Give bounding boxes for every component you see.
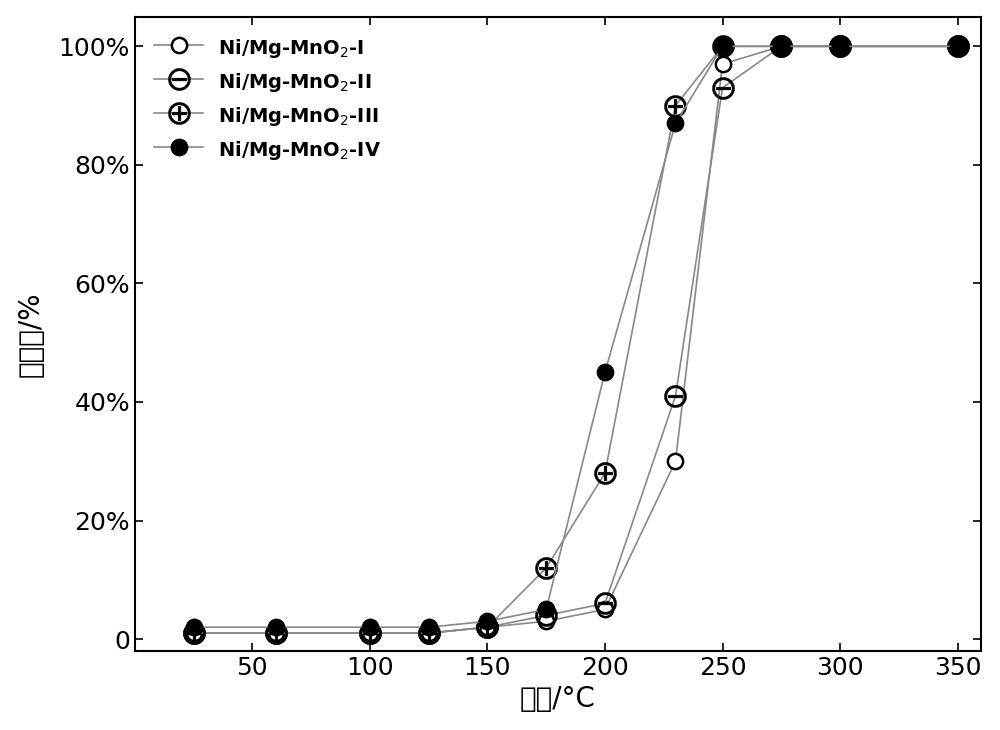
- Ni/Mg-MnO$_2$-II: [669, 392, 681, 401]
- Ni/Mg-MnO$_2$-IV: [188, 623, 200, 631]
- Line: Ni/Mg-MnO$_2$-III: Ni/Mg-MnO$_2$-III: [182, 35, 969, 645]
- Y-axis label: 转化率/%: 转化率/%: [17, 291, 45, 377]
- Ni/Mg-MnO$_2$-IV: [270, 623, 282, 631]
- Ni/Mg-MnO$_2$-I: [599, 605, 611, 614]
- Ni/Mg-MnO$_2$-III: [952, 42, 964, 50]
- Ni/Mg-MnO$_2$-IV: [775, 42, 787, 50]
- Ni/Mg-MnO$_2$-IV: [423, 623, 435, 631]
- Ni/Mg-MnO$_2$-I: [188, 629, 200, 637]
- Ni/Mg-MnO$_2$-III: [481, 623, 493, 631]
- Ni/Mg-MnO$_2$-IV: [481, 617, 493, 626]
- Ni/Mg-MnO$_2$-III: [188, 629, 200, 637]
- Ni/Mg-MnO$_2$-II: [717, 83, 729, 92]
- Line: Ni/Mg-MnO$_2$-I: Ni/Mg-MnO$_2$-I: [186, 39, 965, 641]
- X-axis label: 温度/°C: 温度/°C: [520, 685, 596, 713]
- Ni/Mg-MnO$_2$-III: [423, 629, 435, 637]
- Ni/Mg-MnO$_2$-III: [775, 42, 787, 50]
- Ni/Mg-MnO$_2$-IV: [599, 368, 611, 377]
- Ni/Mg-MnO$_2$-II: [481, 623, 493, 631]
- Ni/Mg-MnO$_2$-I: [423, 629, 435, 637]
- Ni/Mg-MnO$_2$-I: [540, 617, 552, 626]
- Ni/Mg-MnO$_2$-II: [834, 42, 846, 50]
- Line: Ni/Mg-MnO$_2$-IV: Ni/Mg-MnO$_2$-IV: [186, 39, 965, 635]
- Legend: Ni/Mg-MnO$_2$-I, Ni/Mg-MnO$_2$-II, Ni/Mg-MnO$_2$-III, Ni/Mg-MnO$_2$-IV: Ni/Mg-MnO$_2$-I, Ni/Mg-MnO$_2$-II, Ni/Mg…: [145, 26, 391, 172]
- Ni/Mg-MnO$_2$-I: [364, 629, 376, 637]
- Ni/Mg-MnO$_2$-II: [188, 629, 200, 637]
- Ni/Mg-MnO$_2$-III: [717, 42, 729, 50]
- Ni/Mg-MnO$_2$-IV: [717, 42, 729, 50]
- Ni/Mg-MnO$_2$-II: [270, 629, 282, 637]
- Ni/Mg-MnO$_2$-III: [540, 564, 552, 572]
- Ni/Mg-MnO$_2$-II: [775, 42, 787, 50]
- Ni/Mg-MnO$_2$-I: [717, 60, 729, 69]
- Ni/Mg-MnO$_2$-III: [834, 42, 846, 50]
- Ni/Mg-MnO$_2$-II: [599, 599, 611, 608]
- Ni/Mg-MnO$_2$-I: [270, 629, 282, 637]
- Ni/Mg-MnO$_2$-III: [599, 469, 611, 477]
- Ni/Mg-MnO$_2$-II: [423, 629, 435, 637]
- Ni/Mg-MnO$_2$-IV: [540, 605, 552, 614]
- Ni/Mg-MnO$_2$-I: [481, 623, 493, 631]
- Line: Ni/Mg-MnO$_2$-II: Ni/Mg-MnO$_2$-II: [182, 35, 969, 645]
- Ni/Mg-MnO$_2$-IV: [669, 119, 681, 128]
- Ni/Mg-MnO$_2$-III: [270, 629, 282, 637]
- Ni/Mg-MnO$_2$-IV: [834, 42, 846, 50]
- Ni/Mg-MnO$_2$-II: [364, 629, 376, 637]
- Ni/Mg-MnO$_2$-II: [952, 42, 964, 50]
- Ni/Mg-MnO$_2$-IV: [952, 42, 964, 50]
- Ni/Mg-MnO$_2$-IV: [364, 623, 376, 631]
- Ni/Mg-MnO$_2$-I: [669, 457, 681, 466]
- Ni/Mg-MnO$_2$-I: [952, 42, 964, 50]
- Ni/Mg-MnO$_2$-III: [364, 629, 376, 637]
- Ni/Mg-MnO$_2$-II: [540, 611, 552, 620]
- Ni/Mg-MnO$_2$-I: [834, 42, 846, 50]
- Ni/Mg-MnO$_2$-III: [669, 101, 681, 110]
- Ni/Mg-MnO$_2$-I: [775, 42, 787, 50]
